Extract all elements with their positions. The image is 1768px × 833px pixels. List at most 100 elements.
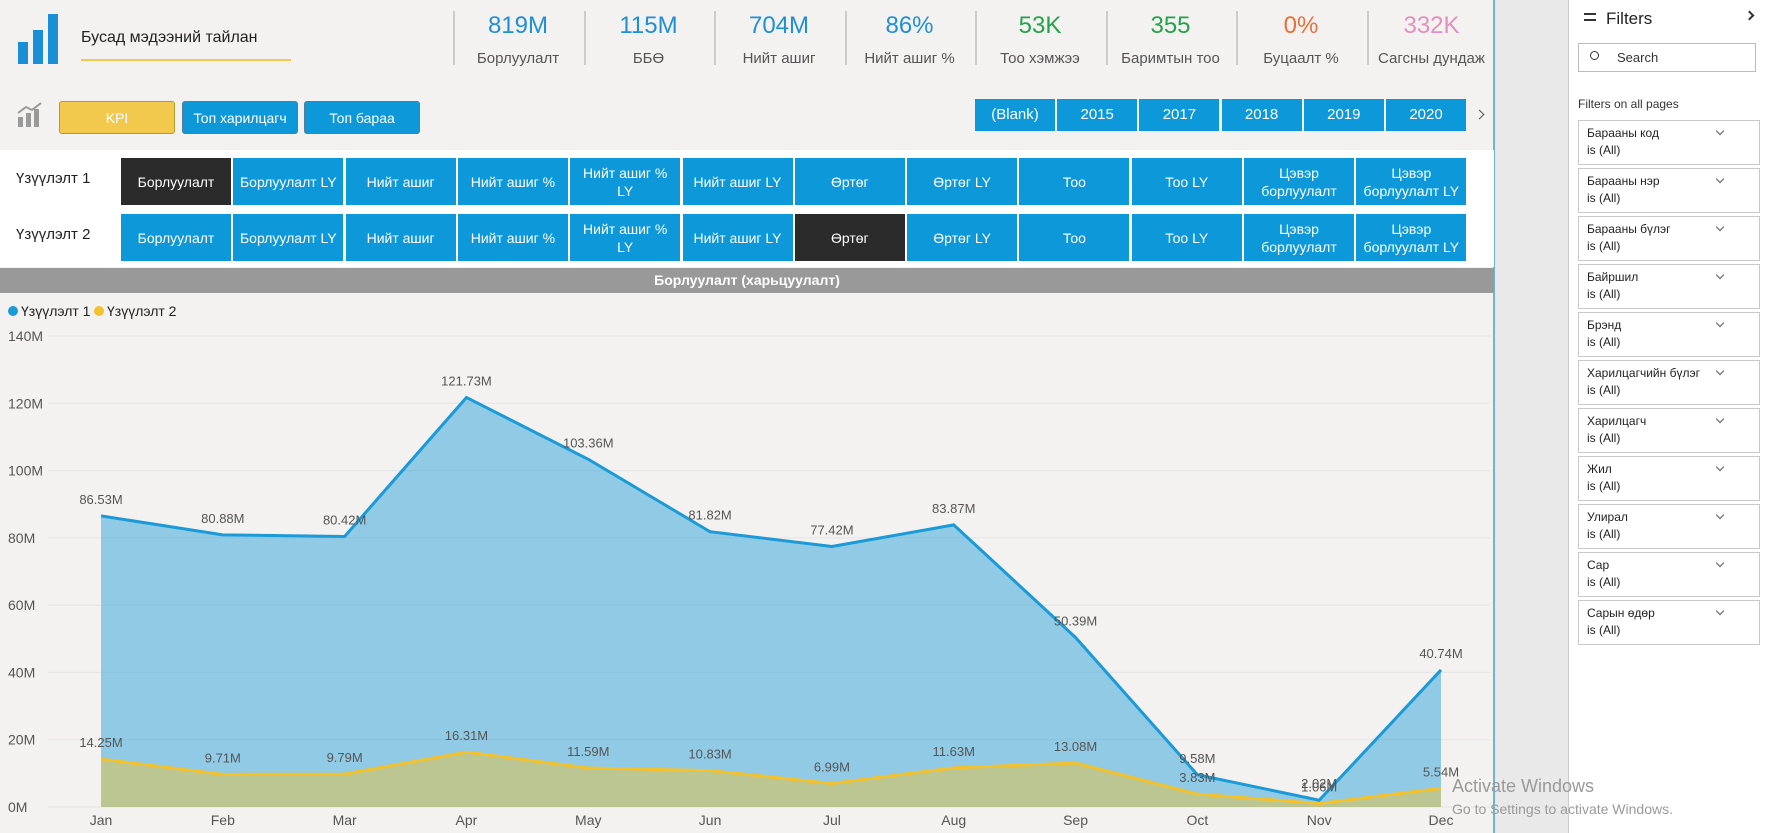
measure-button[interactable]: Тоо LY [1131,158,1242,205]
measure-button[interactable]: Нийт ашиг [345,214,456,261]
x-tick-label: Mar [333,812,357,828]
data-label: 1.06M [1301,779,1337,794]
measure-button[interactable]: Нийт ашиг LY [682,158,793,205]
filter-state: is (All) [1587,623,1621,637]
data-label: 80.42M [323,512,366,527]
legend-marker [8,306,18,316]
filter-card[interactable] [1578,408,1760,453]
data-label: 5.54M [1423,764,1459,779]
x-tick-label: May [575,812,601,828]
measure-button[interactable]: Нийт ашиг % LY [570,214,681,261]
measure-button[interactable]: Нийт ашиг [345,158,456,205]
measure-button[interactable]: Өртөг LY [907,214,1018,261]
filter-state: is (All) [1587,383,1621,397]
filter-card[interactable] [1578,504,1760,549]
data-label: 3.83M [1179,770,1215,785]
nav-button[interactable]: Топ харилцагч [182,101,298,134]
measure-button[interactable]: Борлуулалт [121,214,231,261]
kpi-divider [844,11,847,65]
x-tick-label: Jan [90,812,113,828]
kpi-divider [1105,11,1108,65]
year-button[interactable]: (Blank) [975,99,1055,131]
filter-card[interactable] [1578,216,1760,261]
kpi-value: 53K [1018,12,1062,39]
filter-card[interactable] [1578,312,1760,357]
filter-card[interactable] [1578,168,1760,213]
measure-button[interactable]: Цэвэр борлуулалт [1244,158,1354,205]
data-label: 121.73M [441,373,492,388]
year-button[interactable]: 2019 [1303,99,1384,131]
kpi-value: 0% [1283,12,1319,39]
measure-button[interactable]: Нийт ашиг % LY [570,158,681,205]
filter-state: is (All) [1587,431,1621,445]
measure-button[interactable]: Борлуулалт [121,158,231,205]
year-button[interactable]: 2017 [1139,99,1220,131]
x-tick-label: Apr [456,812,478,828]
measure-button[interactable]: Цэвэр борлуулалт LY [1356,158,1467,205]
data-label: 103.36M [563,435,614,450]
measure-button[interactable]: Борлуулалт LY [233,214,344,261]
row-label: Үзүүлэлт 2 [16,226,91,243]
filter-card[interactable] [1578,360,1760,405]
measure-button[interactable]: Борлуулалт LY [233,158,344,205]
measure-button[interactable]: Цэвэр борлуулалт [1244,214,1354,261]
kpi-divider [1236,11,1238,65]
filter-name: Барааны бүлэг [1587,222,1671,236]
measure-button[interactable]: Цэвэр борлуулалт LY [1356,214,1467,261]
kpi-label: Тоо хэмжээ [1000,50,1080,67]
y-tick-label: 100M [8,463,43,479]
data-label: 2.02M [1301,776,1337,791]
data-label: 80.88M [201,511,244,526]
data-label: 16.31M [445,728,488,743]
measure-button[interactable]: Өртөг [794,214,905,261]
x-tick-label: Dec [1429,812,1454,828]
y-tick-label: 120M [8,395,43,411]
measure-button[interactable]: Нийт ашиг % [457,214,568,261]
search-box[interactable] [1578,43,1756,72]
kpi-divider [975,11,977,65]
kpi-label: Сагсны дундаж [1378,50,1485,67]
kpi-divider [714,11,716,65]
filter-card[interactable] [1578,120,1760,165]
measure-button[interactable]: Нийт ашиг LY [682,214,793,261]
nav-button[interactable]: Топ бараа [304,101,420,134]
report-title: Бусад мэдээний тайлан [81,29,258,46]
kpi-label: Буцаалт % [1263,50,1339,67]
filter-name: Сарын өдөр [1587,606,1655,620]
x-tick-label: Aug [941,812,966,828]
report-border [1493,0,1495,833]
area [101,397,1441,807]
filter-name: Барааны код [1587,126,1659,140]
filter-name: Улирал [1587,510,1628,524]
filter-name: Сар [1587,558,1610,572]
measure-button[interactable]: Тоо [1019,158,1130,205]
measure-button[interactable]: Өртөг LY [907,158,1018,205]
area [101,752,1441,807]
filter-card[interactable] [1578,552,1760,597]
nav-button[interactable]: KPI [59,101,175,134]
year-button[interactable]: 2018 [1221,99,1302,131]
kpi-label: Борлуулалт [476,50,560,67]
measure-button[interactable]: Тоо [1019,214,1130,261]
measure-button[interactable]: Өртөг [794,158,905,205]
kpi-divider [583,11,586,65]
year-button[interactable]: 2015 [1057,99,1138,131]
filter-card[interactable] [1578,264,1760,309]
kpi-label: Баримтын тоо [1121,50,1220,67]
chart-icon [17,102,42,127]
year-button[interactable]: 2020 [1386,99,1466,131]
filter-card[interactable] [1578,456,1760,501]
logo [18,14,58,64]
x-tick-label: Sep [1063,812,1088,828]
filter-name: Брэнд [1587,318,1622,332]
filter-name: Харилцагч [1587,414,1647,428]
search-placeholder: Search [1617,50,1659,65]
legend-label: Үзүүлэлт 1 [21,303,91,319]
data-label: 11.59M [567,744,609,759]
filter-name: Байршил [1587,270,1639,284]
measure-button[interactable]: Тоо LY [1131,214,1242,261]
filter-state: is (All) [1587,239,1621,253]
filter-card[interactable] [1578,600,1760,645]
measure-button[interactable]: Нийт ашиг % [457,158,568,205]
data-label: 83.87M [932,501,975,516]
